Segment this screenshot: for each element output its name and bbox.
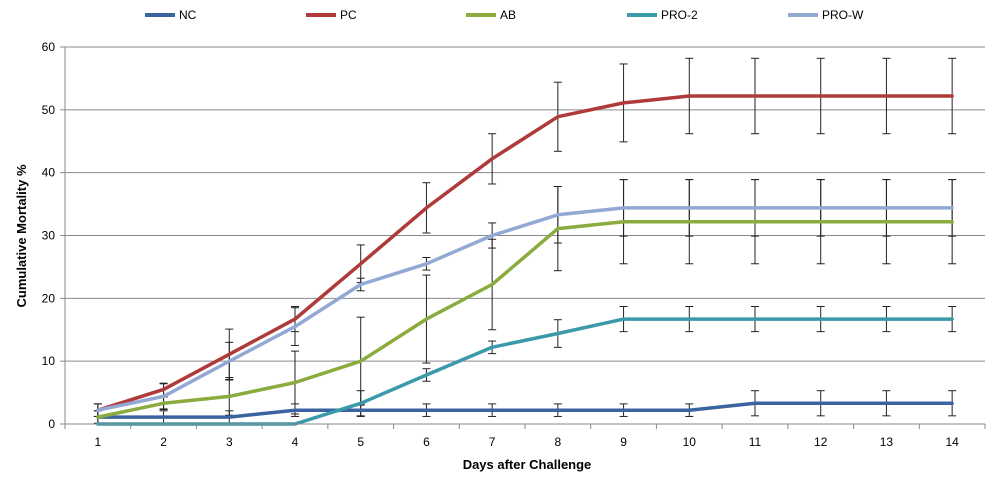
legend-label-pro-2: PRO-2 [661,8,698,22]
x-tick-label: 6 [423,435,430,449]
x-tick-label: 10 [683,435,697,449]
x-tick-label: 4 [292,435,299,449]
y-tick-label: 40 [42,166,56,180]
gridlines [65,46,985,362]
x-tick-label: 13 [880,435,894,449]
legend-item-nc: NC [145,8,197,22]
x-tick-label: 8 [555,435,562,449]
legend-label-pc: PC [340,8,357,22]
x-tick-label: 7 [489,435,496,449]
y-tick-label: 30 [42,229,56,243]
x-tick-label: 9 [620,435,627,449]
y-axis-title: Cumulative Mortality % [14,164,29,307]
series-lines [96,94,954,426]
x-axis-ticks: 1 2 3 4 5 6 7 8 9 10 11 12 13 14 [64,424,986,449]
x-axis-title: Days after Challenge [463,457,592,472]
series-line-ab [96,219,954,419]
legend-label-nc: NC [179,8,197,22]
x-tick-label: 5 [357,435,364,449]
x-tick-label: 11 [749,435,762,449]
legend-item-pro-2: PRO-2 [627,8,698,22]
error-bars [93,57,957,424]
series-line-pc [96,94,954,412]
legend-item-ab: AB [466,8,516,22]
x-tick-label: 1 [95,435,102,449]
series-line-pro-w [96,206,954,412]
legend-item-pc: PC [306,8,357,22]
x-tick-label: 3 [226,435,233,449]
legend-label-pro-w: PRO-W [822,8,864,22]
x-tick-label: 14 [945,435,959,449]
y-axis-ticks: 0 10 20 30 40 50 60 [42,40,65,431]
y-tick-label: 50 [42,103,56,117]
legend-item-pro-w: PRO-W [788,8,864,22]
y-tick-label: 20 [42,291,56,305]
x-tick-label: 2 [160,435,167,449]
legend-label-ab: AB [500,8,516,22]
legend: NC PC AB PRO-2 PRO-W [145,8,864,22]
series-line-nc [96,401,954,419]
y-tick-label: 10 [42,354,56,368]
series-line-pro-2 [96,317,954,426]
y-tick-label: 60 [42,40,56,54]
x-tick-label: 12 [814,435,828,449]
y-tick-label: 0 [48,417,55,431]
